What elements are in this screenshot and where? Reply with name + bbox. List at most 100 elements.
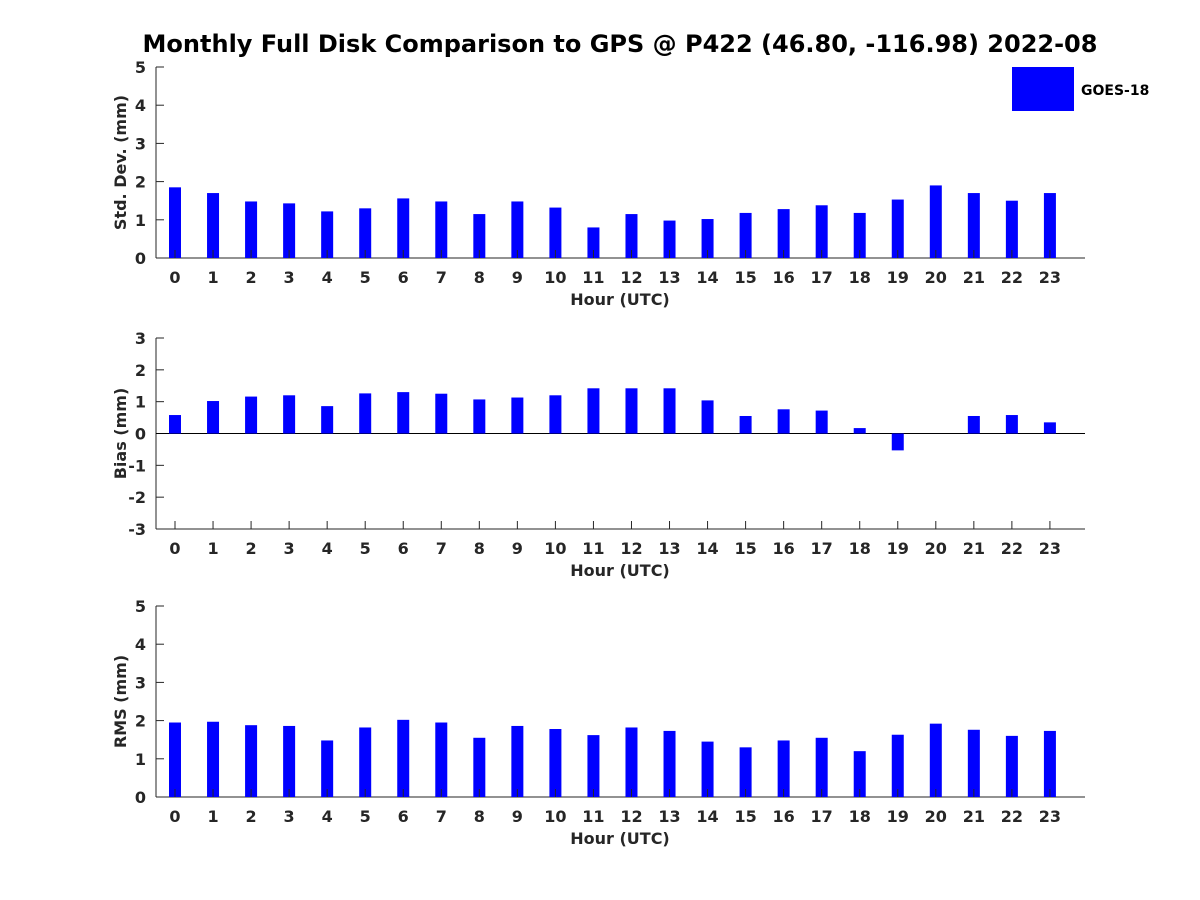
bar-hour-3 [283, 395, 296, 434]
x-tick-label: 16 [773, 268, 795, 287]
x-axis-label: Hour (UTC) [570, 290, 670, 309]
x-tick-label: 4 [322, 268, 333, 287]
bar-hour-16 [777, 209, 790, 258]
y-tick-label: 0 [135, 249, 146, 268]
x-tick-label: 1 [207, 807, 218, 826]
x-tick-label: 15 [734, 807, 756, 826]
y-tick-label: 3 [135, 134, 146, 153]
y-axis-label: RMS (mm) [111, 655, 130, 748]
x-tick-label: 18 [849, 268, 871, 287]
x-tick-label: 11 [582, 268, 604, 287]
y-axis-label: Bias (mm) [111, 388, 130, 480]
bar-hour-21 [967, 193, 980, 258]
x-tick-label: 21 [963, 807, 985, 826]
bar-hour-10 [549, 729, 562, 797]
x-tick-label: 11 [582, 539, 604, 558]
bar-hour-2 [245, 396, 258, 434]
bar-hour-21 [967, 729, 980, 797]
legend-swatch [1012, 67, 1074, 111]
x-tick-label: 15 [734, 539, 756, 558]
x-tick-label: 4 [322, 807, 333, 826]
y-tick-label: 2 [135, 173, 146, 192]
x-tick-label: 17 [811, 539, 833, 558]
bar-hour-10 [549, 395, 562, 434]
x-tick-label: 19 [887, 807, 909, 826]
bar-hour-23 [1043, 730, 1056, 797]
y-tick-label: -1 [128, 456, 146, 475]
x-tick-label: 3 [284, 807, 295, 826]
bar-hour-23 [1043, 193, 1056, 258]
y-tick-label: 5 [135, 597, 146, 616]
bar-hour-4 [321, 211, 334, 258]
x-tick-label: 23 [1039, 268, 1061, 287]
x-tick-label: 14 [696, 807, 718, 826]
bar-hour-22 [1005, 200, 1018, 258]
bar-hour-11 [587, 735, 600, 797]
x-tick-label: 18 [849, 539, 871, 558]
y-tick-label: 0 [135, 425, 146, 444]
bar-hour-5 [359, 393, 372, 434]
x-axis-label: Hour (UTC) [570, 561, 670, 580]
y-tick-label: 1 [135, 211, 146, 230]
bar-hour-15 [739, 212, 752, 258]
x-tick-label: 8 [474, 807, 485, 826]
bar-hour-22 [1005, 415, 1018, 434]
y-tick-label: 1 [135, 750, 146, 769]
x-tick-label: 17 [811, 268, 833, 287]
x-tick-label: 5 [360, 268, 371, 287]
bar-hour-18 [853, 751, 866, 797]
legend: GOES-18 [1012, 67, 1149, 111]
x-tick-label: 12 [620, 807, 642, 826]
bar-hour-17 [815, 205, 828, 258]
x-tick-label: 6 [398, 539, 409, 558]
bar-hour-6 [397, 719, 410, 797]
x-tick-label: 0 [169, 807, 180, 826]
x-tick-label: 16 [773, 807, 795, 826]
x-tick-label: 19 [887, 268, 909, 287]
bar-hour-16 [777, 409, 790, 434]
bar-hour-12 [625, 388, 638, 434]
bar-hour-17 [815, 737, 828, 797]
bar-hour-17 [815, 410, 828, 434]
x-tick-label: 6 [398, 807, 409, 826]
bar-hour-19 [891, 734, 904, 797]
x-tick-label: 14 [696, 539, 718, 558]
legend-label: GOES-18 [1081, 83, 1149, 99]
bar-hour-1 [207, 721, 220, 797]
x-tick-label: 22 [1001, 268, 1023, 287]
x-tick-label: 14 [696, 268, 718, 287]
x-tick-label: 7 [436, 539, 447, 558]
x-axis-label: Hour (UTC) [570, 829, 670, 848]
bar-hour-2 [245, 725, 258, 797]
x-tick-label: 8 [474, 268, 485, 287]
x-tick-label: 13 [658, 268, 680, 287]
y-tick-label: 2 [135, 361, 146, 380]
bar-hour-5 [359, 208, 372, 258]
bar-hour-13 [663, 730, 676, 797]
bar-hour-19 [891, 433, 904, 451]
bar-hour-3 [283, 203, 296, 258]
x-tick-label: 0 [169, 268, 180, 287]
bar-hour-9 [511, 725, 524, 797]
x-tick-label: 7 [436, 807, 447, 826]
bar-hour-0 [169, 415, 181, 434]
x-tick-label: 20 [925, 807, 947, 826]
bar-hour-12 [625, 727, 638, 797]
bar-hour-18 [853, 212, 866, 258]
bar-hour-14 [701, 219, 714, 258]
y-tick-label: 2 [135, 712, 146, 731]
bar-hour-11 [587, 388, 600, 434]
bar-hour-23 [1043, 422, 1056, 434]
bar-hour-20 [929, 723, 942, 797]
x-tick-label: 10 [544, 807, 566, 826]
x-tick-label: 6 [398, 268, 409, 287]
bar-hour-14 [701, 741, 714, 797]
x-tick-label: 22 [1001, 807, 1023, 826]
bar-hour-3 [283, 725, 296, 797]
x-tick-label: 3 [284, 268, 295, 287]
x-tick-label: 13 [658, 539, 680, 558]
bar-hour-7 [435, 393, 448, 434]
x-tick-label: 2 [246, 268, 257, 287]
